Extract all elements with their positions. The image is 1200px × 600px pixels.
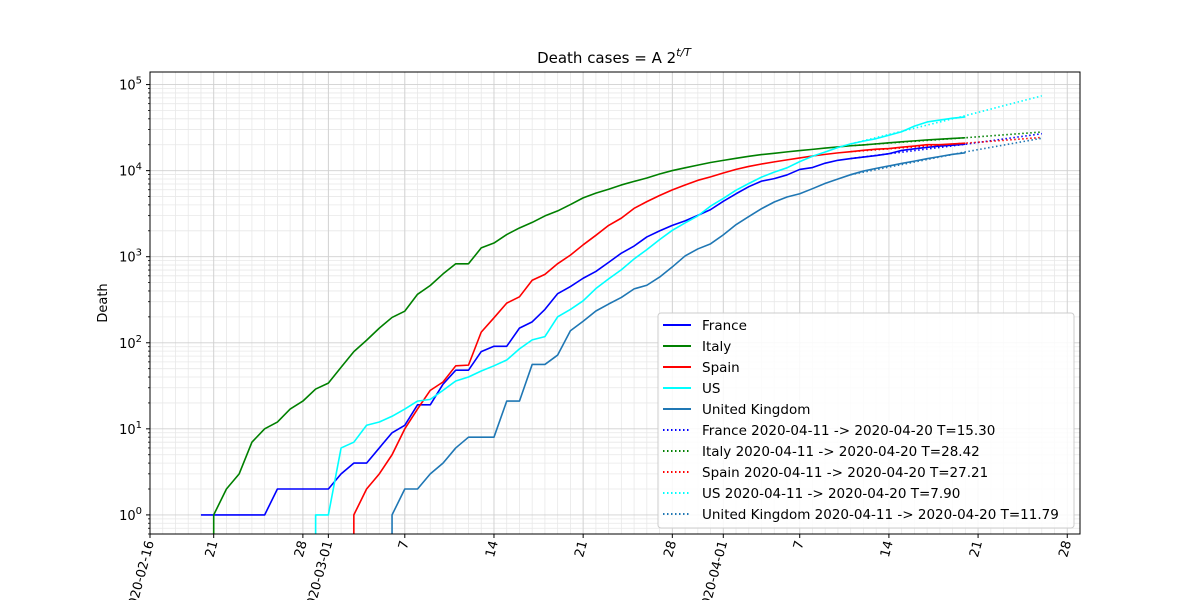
legend-label: United Kingdom bbox=[702, 402, 810, 418]
chart-title: Death cases = A 2t/T bbox=[537, 46, 692, 67]
x-tick-label: 21 bbox=[967, 539, 986, 559]
y-tick-label: 100 bbox=[119, 506, 142, 524]
y-tick-label: 103 bbox=[119, 248, 142, 266]
x-tick-label: 28 bbox=[1056, 539, 1075, 559]
plot-frame bbox=[149, 71, 1081, 535]
series-line-france bbox=[200, 143, 966, 516]
x-tick-label: 21 bbox=[572, 539, 591, 559]
y-tick-label: 104 bbox=[119, 162, 142, 180]
series-line-united-kingdom bbox=[391, 152, 966, 534]
y-axis-label: Death bbox=[96, 283, 111, 322]
y-axis: 100 101 102 103 104 105 bbox=[119, 76, 150, 535]
legend-label: Italy 2020-04-11 -> 2020-04-20 T=28.42 bbox=[702, 444, 980, 460]
x-tick-label: 7 bbox=[791, 539, 808, 551]
y-tick-label: 101 bbox=[119, 420, 142, 438]
x-tick-label: 28 bbox=[292, 539, 311, 559]
y-tick-label: 102 bbox=[119, 334, 142, 352]
x-tick-label: 14 bbox=[483, 539, 502, 559]
x-tick-label: 14 bbox=[878, 539, 897, 559]
legend-label: US bbox=[702, 381, 720, 397]
legend-label: France bbox=[702, 318, 747, 334]
legend-label: Spain 2020-04-11 -> 2020-04-20 T=27.21 bbox=[702, 465, 988, 481]
legend-frame bbox=[657, 312, 1075, 529]
chart-title-superscript: t/T bbox=[676, 46, 692, 59]
legend-label: United Kingdom 2020-04-11 -> 2020-04-20 … bbox=[702, 507, 1059, 523]
legend-label: US 2020-04-11 -> 2020-04-20 T=7.90 bbox=[702, 486, 960, 502]
x-tick-label: 21 bbox=[203, 539, 222, 559]
y-tick-label: 105 bbox=[119, 76, 142, 94]
series-line-spain bbox=[353, 142, 966, 534]
legend: France Italy Spain US United Kingdom France 2… bbox=[657, 312, 1075, 529]
series-line-fit-united-kingdom bbox=[850, 137, 1042, 176]
legend-label: Spain bbox=[702, 360, 740, 376]
chart-title-text: Death cases = A 2 bbox=[537, 49, 676, 67]
series-lines bbox=[200, 95, 1042, 534]
x-tick-label: 28 bbox=[661, 539, 680, 559]
legend-label: Italy bbox=[702, 339, 731, 355]
legend-label: France 2020-04-11 -> 2020-04-20 T=15.30 bbox=[702, 423, 995, 439]
x-tick-label: 7 bbox=[396, 539, 413, 551]
